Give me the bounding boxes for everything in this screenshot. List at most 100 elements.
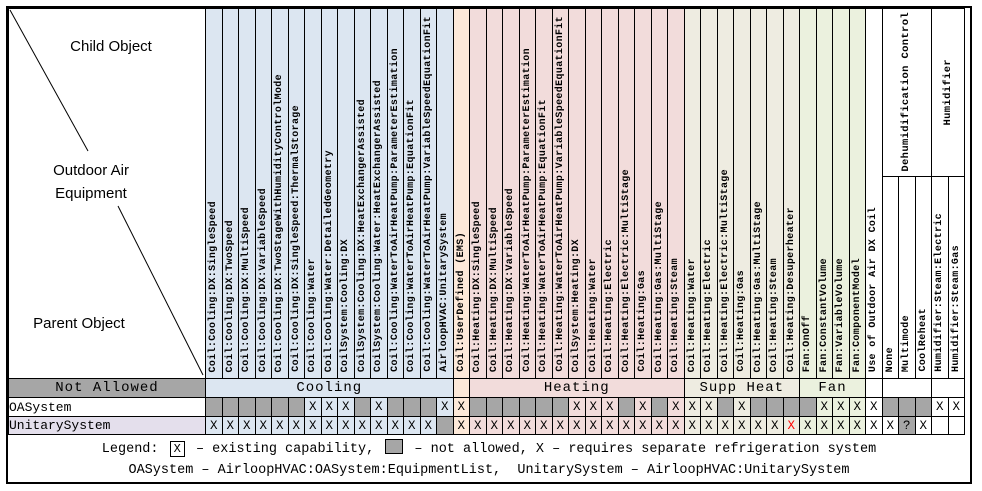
column-header: Fan:VariableVolume <box>832 8 850 379</box>
legend-not-allowed-swatch <box>385 439 404 454</box>
outdoor-air-equipment-matrix: Child Object Outdoor Air Equipment Paren… <box>8 8 965 435</box>
column-header-label: Coil:Heating:Gas <box>637 270 649 372</box>
column-header-label: Coil:Cooling:DX:SingleSpeed:ThermalStora… <box>290 105 302 372</box>
column-header: Coil:Heating:Electric <box>700 8 718 379</box>
column-header-label: Fan:ComponentModel <box>851 257 863 372</box>
column-header-label: Coil:Cooling:WaterToAirHeatPump:Equation… <box>406 98 418 372</box>
matrix-cell: X <box>634 416 652 435</box>
column-header-label: Coil:Heating:Water <box>587 257 599 372</box>
humidifier-group-box: Humidifier <box>933 10 964 176</box>
column-header-label: None <box>884 346 896 372</box>
column-header: Coil:Heating:Steam <box>667 8 685 379</box>
group-header: Supp Heat <box>683 378 800 398</box>
matrix-cell: X <box>304 416 322 435</box>
matrix-cell: X <box>568 416 586 435</box>
column-header: Fan:ConstantVolume <box>815 8 833 379</box>
corner-outdoor-air-label: Outdoor Air <box>53 162 129 179</box>
column-header-label: Coil:Cooling:WaterToAirHeatPump:Variable… <box>422 16 434 372</box>
matrix-cell: X <box>304 397 322 417</box>
column-header: Coil:Heating:Desuperheater <box>782 8 800 379</box>
column-header-label: CoilSystem:Cooling:Water:HeatExchangerAs… <box>373 79 385 372</box>
column-header-label: CoilSystem:Cooling:DX:HeatExchangerAssis… <box>356 98 368 372</box>
corner-child-object-label: Child Object <box>70 38 153 55</box>
matrix-cell <box>436 416 454 435</box>
group-header: Cooling <box>205 378 454 398</box>
column-header-label: Fan:VariableVolume <box>835 257 847 372</box>
column-header-label: Fan:OnOff <box>802 314 814 372</box>
column-header: Use of Outdoor Air DX Coil <box>865 8 883 379</box>
matrix-cell <box>535 397 553 417</box>
matrix-cell <box>782 397 800 417</box>
column-header: Coil:Cooling:WaterToAirHeatPump:Variable… <box>419 8 437 379</box>
column-header: Coil:Heating:WaterToAirHeatPump:Variable… <box>551 8 569 379</box>
column-header-label: Coil:Heating:Electric <box>604 238 616 372</box>
matrix-cell: X <box>353 416 371 435</box>
matrix-cell: X <box>452 416 470 435</box>
column-header: Coil:Cooling:DX:MultiSpeed <box>238 8 256 379</box>
matrix-cell: X <box>271 416 289 435</box>
matrix-cell <box>469 397 487 417</box>
group-header <box>865 378 883 398</box>
matrix-cell: X <box>469 416 487 435</box>
corner-diagonal-graphic: Child Object Outdoor Air Equipment Paren… <box>9 9 204 376</box>
column-header: Coil:Heating:DX:VariableSpeed <box>502 8 520 379</box>
column-header-label: Coil:Heating:WaterToAirHeatPump:Equation… <box>538 98 550 372</box>
matrix-cell: X <box>832 416 850 435</box>
matrix-cell: X <box>865 416 883 435</box>
matrix-cell: X <box>551 416 569 435</box>
matrix-cell: X <box>337 416 355 435</box>
column-header-label: Coil:Heating:Electric:MultiStage <box>719 168 731 372</box>
group-header <box>452 378 470 398</box>
matrix-cell: X <box>403 416 421 435</box>
column-header: Coil:Cooling:WaterToAirHeatPump:Paramete… <box>386 8 404 379</box>
matrix-cell: X <box>815 397 833 417</box>
group-header: Not Allowed <box>8 378 206 398</box>
matrix-cell <box>716 397 734 417</box>
column-header: Coil:Heating:Electric:MultiStage <box>716 8 734 379</box>
column-header: Coil:Heating:Electric:MultiStage <box>617 8 635 379</box>
column-header: Fan:OnOff <box>799 8 817 379</box>
humidifier-group: Humidifier <box>931 8 965 177</box>
matrix-cell: X <box>221 416 239 435</box>
column-header: Coil:Heating:Gas:MultiStage <box>749 8 767 379</box>
column-header: Coil:Cooling:DX:VariableSpeed <box>254 8 272 379</box>
matrix-cell <box>650 397 668 417</box>
matrix-cell <box>914 397 932 417</box>
matrix-cell: X <box>733 397 751 417</box>
matrix-cell: X <box>370 397 388 417</box>
column-header: Coil:Heating:Electric <box>601 8 619 379</box>
column-header-label: Coil:Heating:WaterToAirHeatPump:Variable… <box>554 16 566 372</box>
matrix-cell <box>947 416 965 435</box>
matrix-cell <box>766 397 784 417</box>
matrix-cell: X <box>287 416 305 435</box>
matrix-cell: X <box>716 416 734 435</box>
column-header: Coil:Heating:Gas <box>733 8 751 379</box>
column-header: Coil:Heating:Steam <box>766 8 784 379</box>
matrix-cell: X <box>832 397 850 417</box>
column-header: Coil:Cooling:DX:SingleSpeed <box>205 8 223 379</box>
column-header: Coil:Heating:Gas:MultiStage <box>650 8 668 379</box>
matrix-cell: X <box>865 397 883 417</box>
matrix-cell <box>551 397 569 417</box>
matrix-cell: X <box>205 416 223 435</box>
column-header-label: CoolReheat <box>917 308 929 372</box>
matrix-cell <box>419 397 437 417</box>
matrix-cell: X <box>254 416 272 435</box>
column-header: Coil:Heating:Water <box>584 8 602 379</box>
column-header-label: Use of Outdoor Air DX Coil <box>868 206 880 372</box>
matrix-cell <box>254 397 272 417</box>
column-header-label: Coil:Heating:DX:SingleSpeed <box>472 200 484 372</box>
column-header: Coil:Heating:DX:SingleSpeed <box>469 8 487 379</box>
column-header-label: CoilSystem:Heating:DX <box>571 238 583 372</box>
column-header-label: Coil:Cooling:DX:MultiSpeed <box>241 206 253 372</box>
matrix-cell <box>287 397 305 417</box>
matrix-cell: X <box>914 416 932 435</box>
column-header-label: AirloopHVAC:UnitarySystem <box>439 213 451 372</box>
matrix-cell: X <box>436 397 454 417</box>
column-header-label: Coil:UserDefined (EMS) <box>455 232 467 372</box>
column-header: Humidifier:Steam:Gas <box>947 176 965 379</box>
matrix-cell: X <box>683 416 701 435</box>
matrix-cell: X <box>320 416 338 435</box>
matrix-cell: X <box>881 416 899 435</box>
matrix-cell: X <box>584 397 602 417</box>
